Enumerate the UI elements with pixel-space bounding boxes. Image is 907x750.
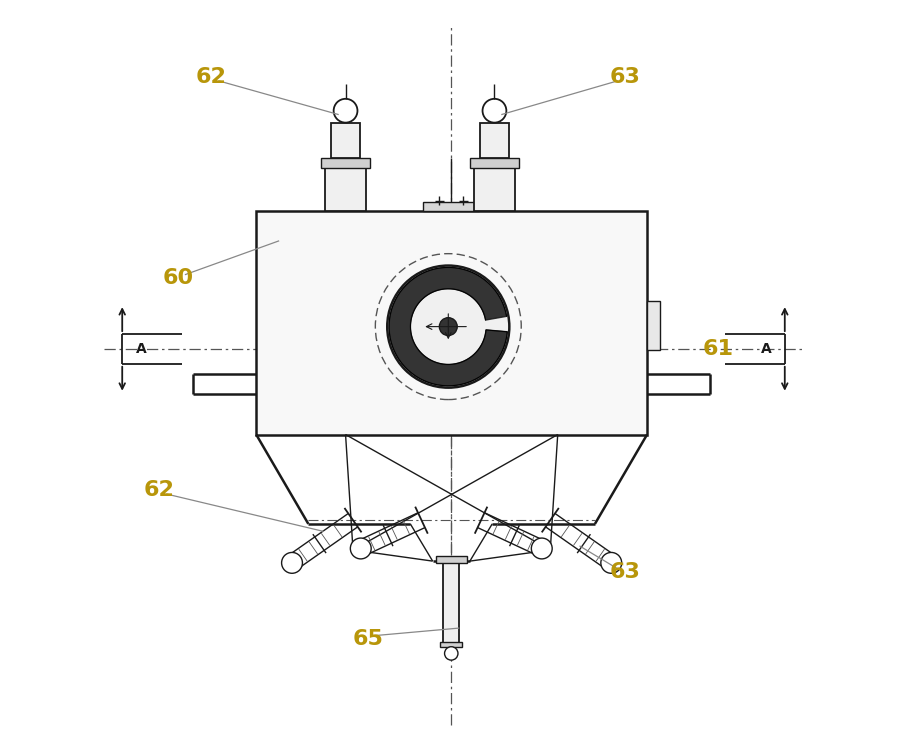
Bar (321, 158, 370, 168)
Circle shape (444, 646, 458, 660)
Text: 61: 61 (702, 339, 733, 359)
Polygon shape (389, 268, 507, 386)
Text: 60: 60 (162, 268, 193, 288)
Circle shape (387, 266, 510, 388)
Text: A: A (761, 342, 772, 356)
Circle shape (281, 553, 302, 573)
Bar (424, 202, 479, 211)
Text: 65: 65 (353, 629, 384, 650)
Bar (480, 123, 510, 158)
Circle shape (532, 538, 552, 559)
Circle shape (350, 538, 371, 559)
Circle shape (439, 318, 457, 335)
Bar (444, 561, 460, 643)
Text: 62: 62 (144, 481, 175, 500)
Text: 62: 62 (196, 68, 227, 87)
Bar (440, 641, 463, 647)
Bar (256, 211, 647, 434)
Text: 63: 63 (610, 562, 640, 582)
Text: 63: 63 (610, 68, 640, 87)
Bar (325, 168, 366, 211)
Bar (470, 158, 519, 168)
Bar (331, 123, 360, 158)
Bar (647, 301, 660, 350)
Circle shape (334, 99, 357, 123)
Bar (435, 556, 467, 563)
Circle shape (600, 553, 621, 573)
Bar (473, 168, 515, 211)
Text: A: A (135, 342, 146, 356)
Circle shape (483, 99, 506, 123)
